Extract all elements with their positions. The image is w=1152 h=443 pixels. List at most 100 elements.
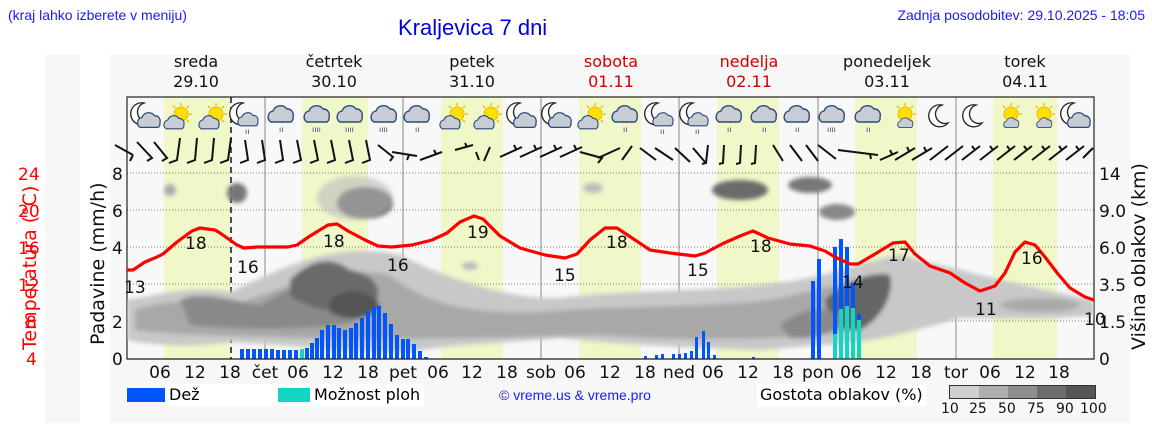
svg-text:sob: sob [526,363,556,383]
svg-text:12: 12 [737,363,759,383]
svg-text:ned: ned [663,363,695,383]
svg-text:2: 2 [112,313,123,333]
svg-text:19: 19 [467,223,489,243]
svg-text:0: 0 [1099,350,1110,370]
svg-text:ıı: ıı [866,125,870,134]
page-title: Kraljevica 7 dni [398,15,548,40]
svg-text:17: 17 [888,246,910,266]
svg-text:18: 18 [496,363,518,383]
wind-barbs [114,137,1094,165]
svg-text:ıııı: ıııı [379,125,388,134]
svg-text:ıı: ıı [695,127,699,136]
svg-text:12: 12 [322,363,344,383]
svg-text:18: 18 [219,363,241,383]
svg-text:3.5: 3.5 [1099,276,1126,296]
svg-text:15: 15 [554,266,576,286]
svg-text:18: 18 [772,363,794,383]
svg-text:pon: pon [802,363,834,383]
night-rain-icon: ıı [679,102,709,136]
svg-text:24: 24 [18,165,40,185]
svg-text:12: 12 [599,363,621,383]
svg-text:4: 4 [112,239,123,259]
svg-text:20: 20 [18,202,40,222]
temp-labels: 13 18 16 18 16 19 15 18 15 18 14 17 11 1… [124,223,1106,330]
cloud-rain-icon: ıı [403,105,431,134]
cloud-heavy-rain-icon: ıııı [336,105,364,134]
scale-label: 10 [941,401,959,417]
day-header-weekend: sobota 01.11 [583,52,639,91]
svg-text:ıı: ıı [660,127,664,136]
copyright-link[interactable]: © vreme.us & vreme.pro [499,387,651,403]
svg-text:16: 16 [387,256,409,276]
showers-legend-label: Možnost ploh [310,384,425,406]
showers-legend-swatch [278,388,311,402]
svg-text:čet: čet [252,363,279,383]
svg-text:pet: pet [389,363,417,383]
svg-text:8: 8 [26,313,37,333]
svg-text:14: 14 [842,273,864,293]
cloud-heavy-rain-icon: ıııı [370,105,398,134]
last-updated: Zadnja posodobitev: 29.10.2025 - 18:05 [897,7,1145,23]
scale-label: 100 [1080,401,1107,417]
svg-text:18: 18 [606,233,628,253]
svg-text:18: 18 [185,234,207,254]
svg-text:ıııı: ıııı [345,125,354,134]
svg-text:12: 12 [461,363,483,383]
day-header: četrtek 30.10 [305,52,363,91]
svg-text:16: 16 [237,258,259,278]
day-header: petek 31.10 [449,52,495,91]
cloud-density-scale [949,385,1096,399]
cloud-rain-icon: ıı [611,105,639,134]
svg-text:16: 16 [1021,249,1043,269]
svg-text:8: 8 [112,165,123,185]
svg-text:ıı: ıı [795,125,799,134]
svg-text:18: 18 [323,232,345,252]
svg-text:ıııı: ıııı [827,125,836,134]
svg-text:12: 12 [875,363,897,383]
svg-text:15: 15 [687,261,709,281]
temperature-axis-panel [45,55,80,423]
svg-text:13: 13 [124,278,146,298]
svg-text:6: 6 [112,202,123,222]
svg-text:18: 18 [634,363,656,383]
location-hint: (kraj lahko izberete v meniju) [8,7,187,23]
cloud-heavy-rain-icon: ıııı [303,105,331,134]
svg-text:11: 11 [975,300,997,320]
svg-text:ıı: ıı [245,127,249,136]
svg-text:06: 06 [149,363,171,383]
svg-text:06: 06 [564,363,586,383]
cloud-rain-icon: ıı [267,105,295,134]
svg-text:12: 12 [184,363,206,383]
svg-text:06: 06 [427,363,449,383]
svg-text:1.5: 1.5 [1099,313,1126,333]
svg-text:12: 12 [1014,363,1036,383]
svg-text:18: 18 [357,363,379,383]
cloud-height-axis-label: Višina oblakov (km) [1128,163,1150,350]
temperature-line [127,214,1095,302]
temperature-axis-label: Temperatura (°C) [19,186,41,351]
svg-text:06: 06 [979,363,1001,383]
cloud-rain-icon: ıı [715,105,743,134]
scale-label: 75 [1027,401,1045,417]
cloud-rain-icon: ıı [854,105,882,134]
temp-ticks: 24 20 16 12 8 4 [18,165,40,370]
svg-text:18: 18 [1048,363,1070,383]
svg-text:12: 12 [18,276,40,296]
svg-text:0: 0 [112,350,123,370]
cloud-rain-icon: ıı [783,105,811,134]
svg-text:4: 4 [26,350,37,370]
cloud-height-ticks: 14 9.0 6.0 3.5 1.5 0 [1099,165,1126,370]
scale-label: 50 [998,401,1016,417]
svg-text:18: 18 [750,237,772,257]
svg-text:18: 18 [910,363,932,383]
weather-icons: ıı ıı ıııı ıııı ıııı ıı ıı ıı ıı ıı ıı ı… [130,102,1091,136]
day-header: torek 04.11 [1002,52,1048,91]
cloud-heavy-rain-icon: ıııı [818,105,846,134]
x-tick-labels: 06 12 18 čet 06 12 18 pet 06 12 18 sob 06 12 18 ne… [149,363,1070,383]
svg-text:06: 06 [287,363,309,383]
svg-text:ıı: ıı [415,125,419,134]
svg-text:06: 06 [840,363,862,383]
precip-ticks: 8 6 4 2 0 [112,165,123,370]
svg-text:ıı: ıı [727,125,731,134]
